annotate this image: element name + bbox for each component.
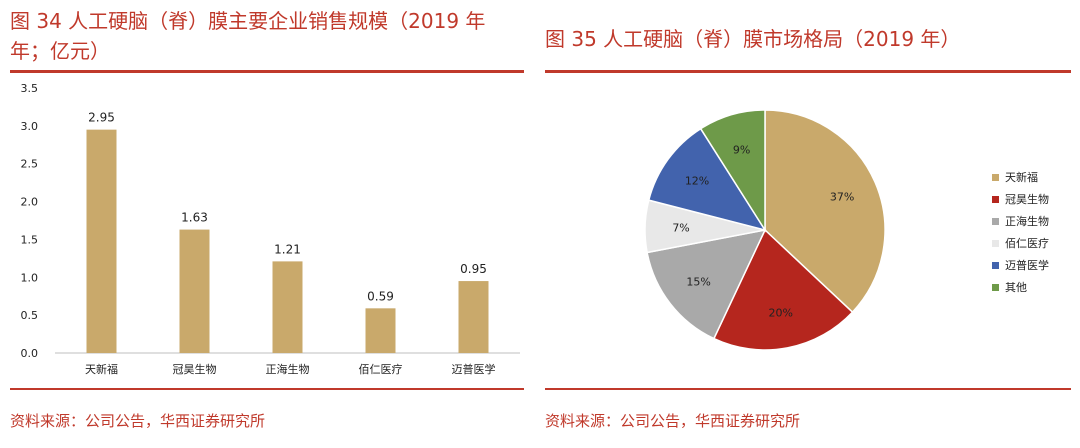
y-tick-label: 0.5 [21, 309, 39, 322]
y-tick-label: 2.5 [21, 158, 39, 171]
pie-value-label: 15% [686, 275, 710, 288]
legend-swatch [992, 173, 999, 181]
pie-value-label: 9% [733, 143, 750, 156]
left-bottom-rule [10, 388, 524, 390]
bar-value-label: 0.59 [367, 289, 394, 303]
pie-chart: 37% 20% 15% 7% 12% 9% [644, 109, 886, 351]
pie-value-label: 37% [830, 191, 854, 204]
y-tick-label: 1.5 [21, 233, 39, 246]
legend-item: 天新福 [992, 166, 1049, 188]
bar-value-label: 0.95 [460, 262, 487, 276]
right-title-rule [545, 70, 1071, 73]
left-chart-title-line2: 年；亿元） [10, 39, 110, 63]
legend-swatch [992, 283, 999, 291]
y-tick-label: 0.0 [21, 347, 39, 360]
y-tick-label: 3.0 [21, 120, 39, 133]
pie-slice [647, 127, 767, 232]
pie-value-label: 12% [685, 175, 709, 188]
pie-value-label: 7% [672, 221, 689, 234]
right-bottom-rule [545, 388, 1071, 390]
bar-value-label: 1.63 [181, 211, 208, 225]
legend-swatch [992, 217, 999, 225]
legend-swatch [992, 239, 999, 247]
bar [179, 229, 210, 353]
legend-label: 迈普医学 [1005, 259, 1049, 272]
pie-legend: 天新福冠昊生物正海生物佰仁医疗迈普医学其他 [992, 166, 1049, 298]
pie-slice [764, 109, 886, 314]
left-chart-title-line1: 图 34 人工硬脑（脊）膜主要企业销售规模（2019 年 [10, 9, 486, 33]
pie-slice [646, 228, 767, 340]
bar [458, 281, 489, 353]
pie-slice [699, 109, 766, 233]
y-tick-label: 1.0 [21, 271, 39, 284]
legend-swatch [992, 195, 999, 203]
x-tick-label: 佰仁医疗 [359, 362, 403, 376]
legend-item: 冠昊生物 [992, 188, 1049, 210]
x-tick-label: 天新福 [85, 362, 118, 376]
bar [365, 308, 396, 353]
x-tick-label: 正海生物 [266, 362, 310, 376]
legend-label: 佰仁医疗 [1005, 237, 1049, 250]
legend-label: 冠昊生物 [1005, 193, 1049, 206]
legend-label: 正海生物 [1005, 215, 1049, 228]
left-title-rule [10, 70, 524, 73]
legend-item: 其他 [992, 276, 1049, 298]
legend-swatch [992, 261, 999, 269]
bar-value-label: 1.21 [274, 242, 301, 256]
pie-slice [712, 228, 854, 351]
y-tick-label: 3.5 [21, 82, 39, 95]
right-source-note: 资料来源：公司公告，华西证券研究所 [545, 412, 801, 430]
legend-item: 佰仁医疗 [992, 232, 1049, 254]
bar-chart: 0.0 0.5 1.0 1.5 2.0 2.5 3.0 3.5 2.95 天新福 1.63 冠昊生物 1… [21, 82, 520, 376]
legend-item: 迈普医学 [992, 254, 1049, 276]
x-tick-label: 迈普医学 [452, 362, 496, 376]
legend-label: 天新福 [1005, 171, 1038, 184]
pie-value-label: 20% [769, 307, 793, 320]
right-chart-title: 图 35 人工硬脑（脊）膜市场格局（2019 年） [545, 27, 961, 51]
legend-item: 正海生物 [992, 210, 1049, 232]
y-tick-label: 2.0 [21, 196, 39, 209]
bar-value-label: 2.95 [88, 111, 115, 125]
x-tick-label: 冠昊生物 [173, 362, 217, 376]
left-source-note: 资料来源：公司公告，华西证券研究所 [10, 412, 266, 430]
bar [86, 129, 117, 353]
bar [272, 261, 303, 353]
legend-label: 其他 [1005, 281, 1027, 294]
